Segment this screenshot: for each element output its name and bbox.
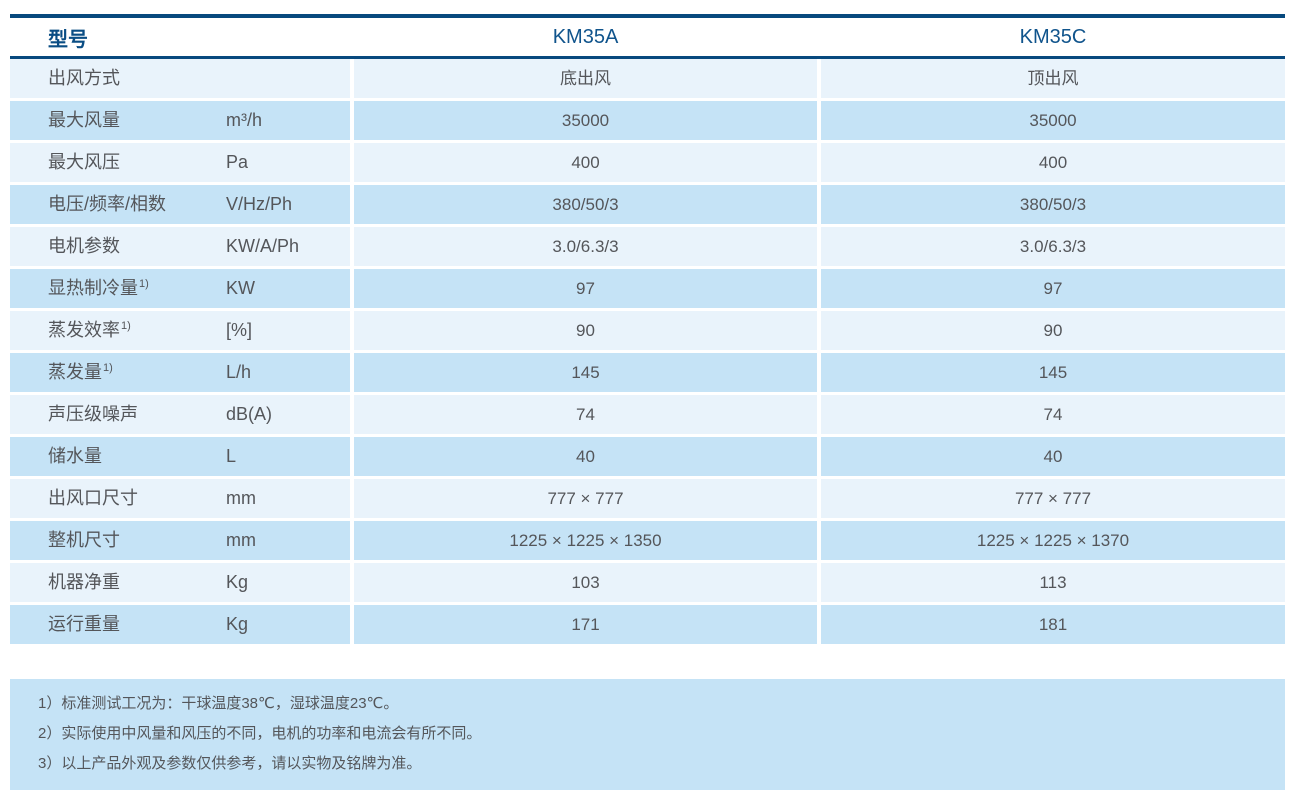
- row-parameter-cell: 蒸发量1) L/h: [10, 353, 350, 392]
- row-km35c-value: 400: [821, 143, 1285, 182]
- row-km35a-value: 3.0/6.3/3: [354, 227, 817, 266]
- row-km35a-value: 400: [354, 143, 817, 182]
- header-cell-km35a: KM35A: [552, 25, 619, 48]
- table-row: 储水量 L 40 40: [10, 437, 1285, 476]
- row-km35a-value: 145: [354, 353, 817, 392]
- row-unit-label: KW/A/Ph: [226, 236, 300, 256]
- footnotes-box: 1）标准测试工况为：干球温度38℃，湿球温度23℃。 2）实际使用中风量和风压的…: [10, 679, 1285, 790]
- row-parameter-cell: 运行重量 Kg: [10, 605, 350, 644]
- row-km35a-value: 97: [354, 269, 817, 308]
- footnote-line: 1）标准测试工况为：干球温度38℃，湿球温度23℃。: [38, 695, 399, 712]
- spec-table: 型号 KM35A KM35C 出风方式 底出风 顶出风 最大风量 m³/h 35…: [10, 14, 1285, 644]
- row-unit-label: Kg: [226, 572, 249, 592]
- row-parameter-cell: 显热制冷量1) KW: [10, 269, 350, 308]
- table-header-row: 型号 KM35A KM35C: [10, 18, 1285, 56]
- spec-rows: 出风方式 底出风 顶出风 最大风量 m³/h 35000 35000 最大风压 …: [10, 59, 1285, 644]
- row-parameter-cell: 最大风压 Pa: [10, 143, 350, 182]
- row-km35a-value: 171: [354, 605, 817, 644]
- row-km35c-value: 74: [821, 395, 1285, 434]
- row-km35c-value: 181: [821, 605, 1285, 644]
- row-parameter-cell: 声压级噪声 dB(A): [10, 395, 350, 434]
- row-parameter-cell: 蒸发效率1) [%]: [10, 311, 350, 350]
- row-parameter-label: 整机尺寸: [48, 530, 120, 550]
- row-km35c-value: 97: [821, 269, 1285, 308]
- row-parameter-label: 运行重量: [48, 614, 120, 634]
- table-top-border: [10, 14, 1285, 18]
- row-km35a-value: 90: [354, 311, 817, 350]
- row-unit-label: mm: [226, 530, 256, 550]
- row-parameter-label: 机器净重: [48, 572, 120, 592]
- row-unit-label: [%]: [226, 320, 253, 340]
- row-km35c-value: 90: [821, 311, 1285, 350]
- row-parameter-label: 储水量: [48, 446, 102, 466]
- row-km35c-value: 40: [821, 437, 1285, 476]
- row-km35c-value: 380/50/3: [821, 185, 1285, 224]
- row-km35c-value: 777 × 777: [821, 479, 1285, 518]
- row-km35a-value: 35000: [354, 101, 817, 140]
- table-row: 最大风量 m³/h 35000 35000: [10, 101, 1285, 140]
- row-km35c-value: 顶出风: [821, 59, 1285, 98]
- row-unit-label: L: [226, 446, 237, 466]
- row-parameter-cell: 出风口尺寸 mm: [10, 479, 350, 518]
- table-row: 最大风压 Pa 400 400: [10, 143, 1285, 182]
- row-footnote-marker: 1): [139, 278, 149, 290]
- header-cell-model-label: 型号: [48, 28, 88, 51]
- row-km35a-value: 777 × 777: [354, 479, 817, 518]
- row-km35a-value: 103: [354, 563, 817, 602]
- row-parameter-label: 声压级噪声: [48, 404, 138, 424]
- row-km35c-value: 113: [821, 563, 1285, 602]
- row-parameter-label: 电压/频率/相数: [48, 194, 167, 214]
- row-parameter-cell: 储水量 L: [10, 437, 350, 476]
- row-km35a-value: 74: [354, 395, 817, 434]
- row-parameter-cell: 整机尺寸 mm: [10, 521, 350, 560]
- row-footnote-marker: 1): [121, 320, 131, 332]
- row-parameter-label: 电机参数: [48, 236, 120, 256]
- row-footnote-marker: 1): [103, 362, 113, 374]
- header-cell-km35c: KM35C: [1019, 25, 1087, 48]
- row-unit-label: m³/h: [226, 110, 262, 130]
- row-parameter-cell: 电机参数 KW/A/Ph: [10, 227, 350, 266]
- row-parameter-cell: 最大风量 m³/h: [10, 101, 350, 140]
- table-row: 整机尺寸 mm 1225 × 1225 × 1350 1225 × 1225 ×…: [10, 521, 1285, 560]
- row-parameter-label: 最大风量: [48, 110, 120, 130]
- row-parameter-label: 出风口尺寸: [48, 488, 138, 508]
- row-parameter-cell: 出风方式: [10, 59, 350, 98]
- row-unit-label: KW: [226, 278, 255, 298]
- row-km35a-value: 1225 × 1225 × 1350: [354, 521, 817, 560]
- row-parameter-label: 最大风压: [48, 152, 120, 172]
- row-km35c-value: 145: [821, 353, 1285, 392]
- row-unit-label: mm: [226, 488, 256, 508]
- footnote-line: 2）实际使用中风量和风压的不同，电机的功率和电流会有所不同。: [38, 725, 482, 742]
- row-km35c-value: 3.0/6.3/3: [821, 227, 1285, 266]
- row-parameter-label: 蒸发效率: [48, 320, 120, 340]
- row-km35a-value: 380/50/3: [354, 185, 817, 224]
- row-unit-label: Pa: [226, 152, 249, 172]
- row-parameter-cell: 机器净重 Kg: [10, 563, 350, 602]
- row-km35a-value: 底出风: [354, 59, 817, 98]
- row-km35c-value: 1225 × 1225 × 1370: [821, 521, 1285, 560]
- table-row: 出风口尺寸 mm 777 × 777 777 × 777: [10, 479, 1285, 518]
- table-row: 运行重量 Kg 171 181: [10, 605, 1285, 644]
- table-row: 电机参数 KW/A/Ph 3.0/6.3/3 3.0/6.3/3: [10, 227, 1285, 266]
- table-row: 蒸发量1) L/h 145 145: [10, 353, 1285, 392]
- row-km35a-value: 40: [354, 437, 817, 476]
- table-row: 机器净重 Kg 103 113: [10, 563, 1285, 602]
- row-parameter-cell: 电压/频率/相数 V/Hz/Ph: [10, 185, 350, 224]
- row-parameter-label: 显热制冷量: [48, 278, 138, 298]
- table-row: 显热制冷量1) KW 97 97: [10, 269, 1285, 308]
- row-parameter-label: 蒸发量: [48, 362, 102, 382]
- table-header-underline: [10, 56, 1285, 59]
- footnote-line: 3）以上产品外观及参数仅供参考，请以实物及铭牌为准。: [38, 755, 422, 772]
- table-row: 蒸发效率1) [%] 90 90: [10, 311, 1285, 350]
- table-row: 电压/频率/相数 V/Hz/Ph 380/50/3 380/50/3: [10, 185, 1285, 224]
- row-unit-label: V/Hz/Ph: [226, 194, 293, 214]
- row-unit-label: Kg: [226, 614, 249, 634]
- table-row: 声压级噪声 dB(A) 74 74: [10, 395, 1285, 434]
- row-km35c-value: 35000: [821, 101, 1285, 140]
- row-unit-label: dB(A): [226, 404, 273, 424]
- row-parameter-label: 出风方式: [48, 68, 120, 88]
- table-row: 出风方式 底出风 顶出风: [10, 59, 1285, 98]
- row-unit-label: L/h: [226, 362, 252, 382]
